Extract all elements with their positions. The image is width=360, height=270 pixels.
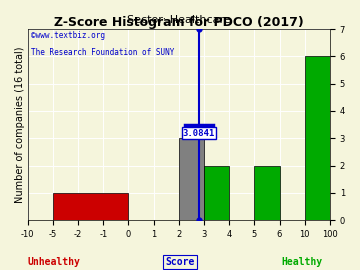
Text: The Research Foundation of SUNY: The Research Foundation of SUNY [31,48,174,57]
Text: Sector: Healthcare: Sector: Healthcare [127,15,231,25]
Text: ©www.textbiz.org: ©www.textbiz.org [31,31,105,40]
Bar [179,138,204,220]
Text: Score: Score [165,257,195,267]
Bar [255,166,280,220]
Title: Z-Score Histogram for PDCO (2017): Z-Score Histogram for PDCO (2017) [54,16,304,29]
Bar [204,166,229,220]
Bar [305,56,330,220]
Text: Healthy: Healthy [282,257,323,267]
Text: 3.0841: 3.0841 [183,129,215,138]
Bar [53,193,129,220]
Text: Unhealthy: Unhealthy [28,257,80,267]
Y-axis label: Number of companies (16 total): Number of companies (16 total) [15,46,25,203]
